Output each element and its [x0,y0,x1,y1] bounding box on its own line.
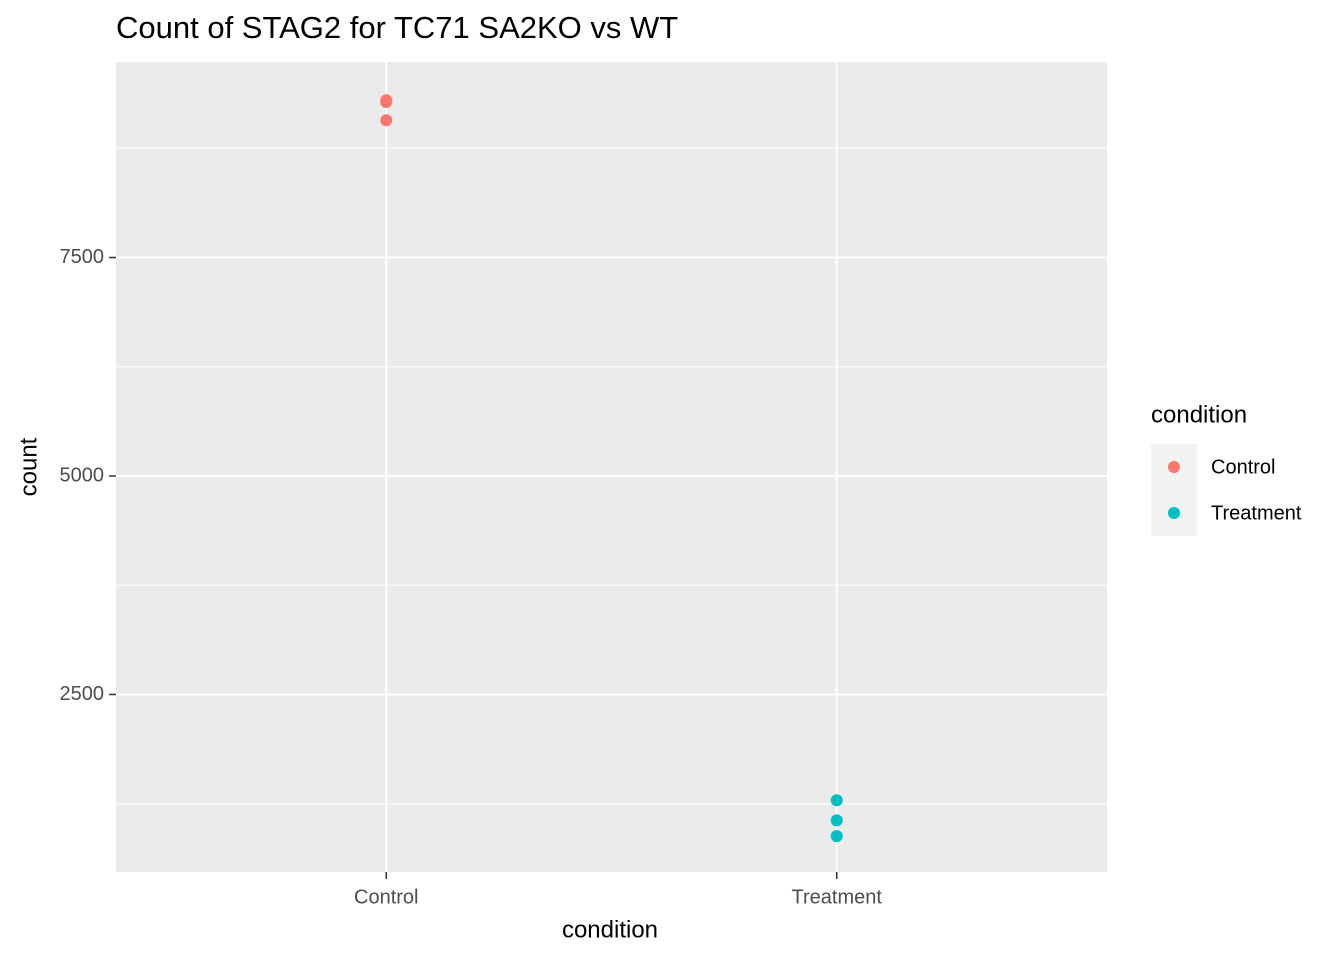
legend-marker [1168,507,1180,519]
panel [116,62,1107,872]
legend-label: Treatment [1211,502,1302,524]
y-axis-title: count [15,437,42,496]
x-axis-title: condition [562,916,658,943]
legend-label: Control [1211,456,1275,478]
point [380,114,393,127]
y-tick-label: 2500 [60,683,105,705]
legend-title: condition [1151,401,1247,428]
chart-title: Count of STAG2 for TC71 SA2KO vs WT [116,10,678,45]
y-tick-label: 5000 [60,464,105,486]
point [380,95,393,108]
x-tick-label: Treatment [792,886,883,908]
y-tick-label: 7500 [60,246,105,268]
legend-marker [1168,461,1180,473]
point [830,794,843,807]
point [830,814,843,827]
x-tick-label: Control [354,886,418,908]
point [830,830,843,843]
